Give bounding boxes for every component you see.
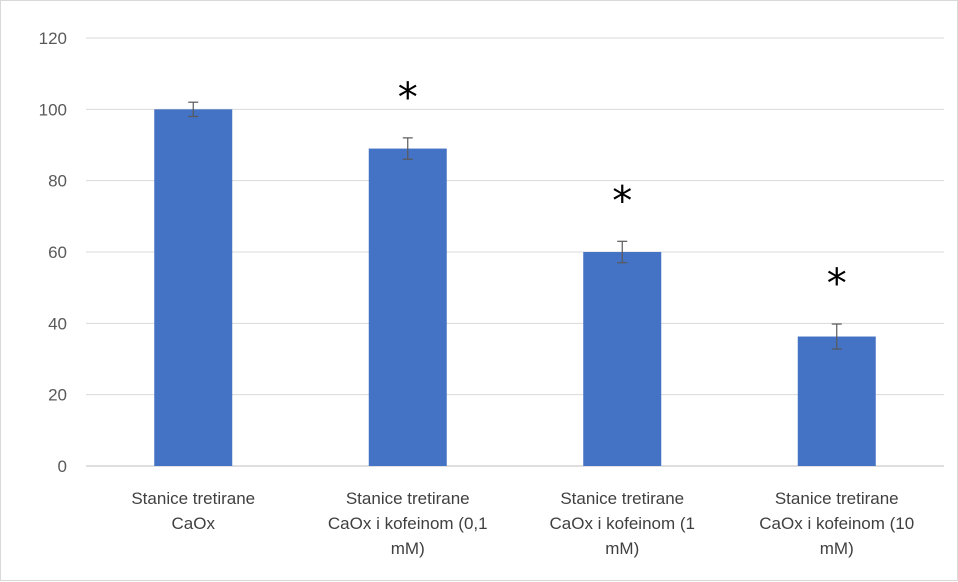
significance-asterisk: * (398, 75, 418, 121)
y-tick-label: 120 (39, 29, 67, 48)
bar (583, 252, 662, 466)
error-bar (617, 240, 628, 264)
x-category-label: Stanice tretirane (346, 489, 470, 508)
error-bar (188, 101, 199, 118)
bars (154, 109, 876, 467)
y-tick-label: 20 (48, 386, 67, 405)
x-category-label: CaOx i kofeinom (0,1 (328, 514, 488, 533)
y-tick-label: 0 (58, 457, 67, 476)
y-tick-label: 100 (39, 100, 67, 119)
bar (368, 148, 447, 467)
x-category-label: Stanice tretirane (775, 489, 899, 508)
x-axis-category-labels: Stanice tretirane CaOx Stanice tretirane Ca… (131, 489, 914, 558)
x-category-label: mM) (820, 539, 854, 558)
y-tick-label: 40 (48, 314, 67, 333)
x-category-label: Stanice tretirane (131, 489, 255, 508)
y-tick-label: 60 (48, 243, 67, 262)
bar (797, 336, 876, 466)
error-bar (402, 137, 413, 160)
error-bars (188, 101, 842, 350)
x-category-label: CaOx (172, 514, 216, 533)
x-category-label: mM) (391, 539, 425, 558)
significance-marks: * * * (398, 75, 847, 307)
y-axis-tick-labels: 0 20 40 60 80 100 120 (39, 29, 67, 476)
x-category-label: Stanice tretirane (560, 489, 684, 508)
x-category-label: CaOx i kofeinom (1 (550, 514, 696, 533)
bar (154, 109, 233, 466)
y-tick-label: 80 (48, 172, 67, 191)
x-category-label: CaOx i kofeinom (10 (759, 514, 914, 533)
significance-asterisk: * (612, 178, 632, 224)
x-category-label: mM) (605, 539, 639, 558)
error-bar (831, 323, 842, 350)
significance-asterisk: * (827, 261, 847, 307)
